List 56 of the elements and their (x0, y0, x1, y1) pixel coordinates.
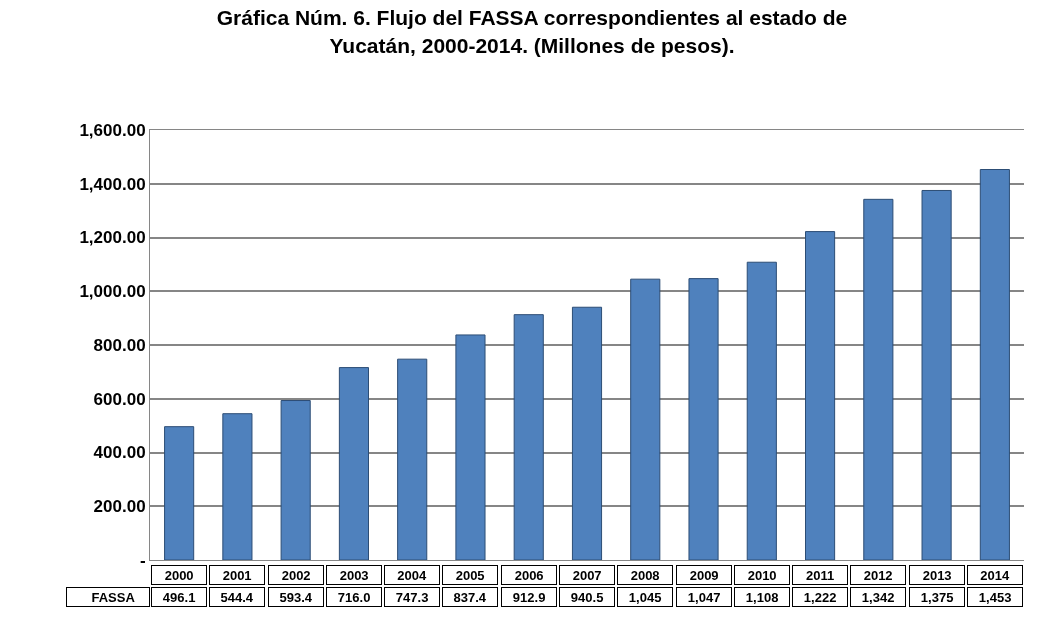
data-label: 940.5 (570, 589, 604, 605)
y-tick-label: - (139, 550, 146, 570)
x-tick-label: 2011 (806, 567, 835, 583)
x-tick-label: 2005 (455, 567, 485, 583)
y-tick-label: 1,400.00 (79, 174, 146, 194)
x-tick-label: 2013 (922, 567, 952, 583)
x-tick-label: 2014 (980, 567, 1010, 583)
y-tick-label: 1,200.00 (79, 228, 146, 248)
x-tick-label: 2003 (339, 567, 369, 583)
data-label: 1,047 (687, 589, 721, 605)
data-label: 1,375 (920, 589, 954, 605)
y-tick-label: 1,000.00 (79, 282, 146, 302)
x-tick-label: 2004 (397, 567, 427, 583)
data-label: 1,108 (745, 589, 779, 605)
bar (688, 278, 719, 560)
y-tick-label: 400.00 (93, 443, 146, 463)
data-label: 837.4 (453, 589, 487, 605)
x-tick-label: 2002 (281, 567, 311, 583)
x-tick-label: 2001 (222, 567, 252, 583)
bar (455, 334, 486, 560)
x-tick-label: 2006 (514, 567, 544, 583)
bar (921, 189, 952, 560)
bar (571, 306, 603, 560)
data-label: 1,222 (803, 589, 837, 605)
data-label: 912.9 (512, 589, 546, 605)
data-label: 544.4 (220, 589, 254, 605)
data-label: 593.4 (279, 589, 313, 605)
data-label: 1,045 (628, 589, 662, 605)
text: FASSA (91, 589, 136, 605)
x-tick-label: 2012 (863, 567, 893, 583)
bar (164, 426, 195, 560)
bar (630, 278, 661, 560)
y-tick-label: 1,600.00 (79, 120, 146, 140)
x-tick-label: 2000 (164, 567, 194, 583)
bar (863, 198, 894, 560)
data-label: 747.3 (395, 589, 429, 605)
data-label: 496.1 (162, 589, 196, 605)
chart-title: Gráfica Núm. 6. Flujo del FASSA correspondientes al estado de Yucatán, 2000-2014. (Millones de pesos). (216, 6, 848, 57)
bar (280, 400, 311, 560)
x-tick-label: 2010 (747, 567, 777, 583)
data-label: 1,342 (861, 589, 895, 605)
y-tick-label: 800.00 (93, 335, 146, 355)
bar (222, 413, 253, 560)
bar (397, 358, 428, 560)
bar (338, 367, 369, 560)
data-label: 1,453 (978, 589, 1012, 605)
y-tick-label: 200.00 (93, 497, 146, 517)
data-label: 716.0 (337, 589, 371, 605)
x-tick-label: 2009 (689, 567, 719, 583)
bar (805, 231, 836, 560)
x-tick-label: 2008 (630, 567, 660, 583)
bar (746, 261, 777, 560)
bar (513, 314, 544, 560)
y-tick-label: 600.00 (93, 389, 146, 409)
x-tick-label: 2007 (572, 567, 602, 583)
bar (979, 169, 1010, 560)
